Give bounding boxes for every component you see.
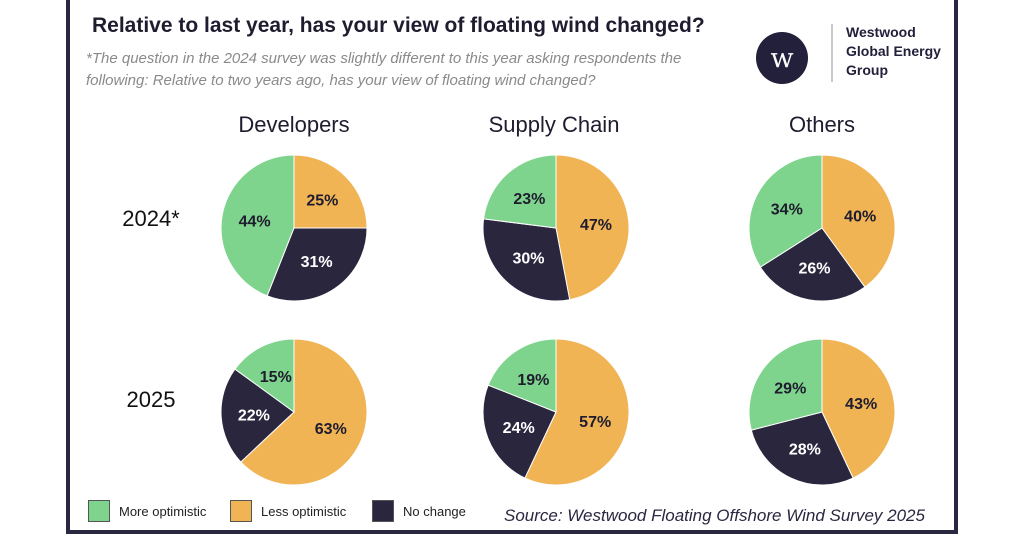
logo-text-line: Global Energy	[846, 43, 941, 59]
pie-label-more-optimistic: 15%	[260, 369, 292, 386]
pie-label-no-change: 24%	[503, 420, 535, 437]
column-header-developers: Developers	[238, 112, 350, 137]
pie-label-less-optimistic: 40%	[844, 209, 876, 226]
pie-label-more-optimistic: 23%	[513, 191, 545, 208]
pie-label-less-optimistic: 43%	[845, 396, 877, 413]
pie-slice-less-optimistic	[821, 338, 896, 479]
pie-label-less-optimistic: 57%	[579, 414, 611, 431]
pie-slice-more-optimistic	[748, 154, 823, 268]
pie-label-more-optimistic: 44%	[239, 214, 271, 231]
chart-subtitle: *The question in the 2024 survey was sli…	[86, 50, 682, 89]
legend-label: More optimistic	[119, 503, 207, 519]
pie-label-more-optimistic: 34%	[771, 202, 803, 219]
pie-label-no-change: 31%	[301, 254, 333, 271]
pie-slice-less-optimistic	[293, 154, 368, 229]
pie-slice-less-optimistic	[240, 338, 368, 486]
logo-text-line: Group	[846, 62, 888, 78]
pie-label-no-change: 22%	[238, 408, 270, 425]
legend-item-more-optimistic: More optimistic	[88, 499, 206, 523]
logo-text-line: Westwood	[846, 24, 916, 40]
pie-slice-no-change	[266, 227, 368, 302]
pie-slice-more-optimistic	[234, 338, 295, 413]
pie-label-less-optimistic: 63%	[315, 421, 347, 438]
pie-slice-no-change	[759, 227, 866, 302]
pie-charts: 25% 31% 44% 47% 30% 23% 40% 26% 34% 63% 22% 15% 57% 2…	[220, 154, 896, 486]
pie-slice-more-optimistic	[748, 338, 823, 431]
pie-slice-less-optimistic	[821, 154, 896, 288]
logo-divider	[831, 24, 833, 82]
source-note: Source: Westwood Floating Offshore Wind …	[504, 506, 925, 525]
pie-label-less-optimistic: 47%	[580, 217, 612, 234]
pie-slice-no-change	[482, 384, 557, 479]
infographic-frame: Relative to last year, has your view of …	[66, 0, 958, 534]
legend-label: Less optimistic	[261, 503, 347, 519]
pie-label-more-optimistic: 29%	[774, 380, 806, 397]
column-header-others: Others	[788, 112, 856, 137]
legend-item-less-optimistic: Less optimistic	[230, 499, 346, 523]
pie-slice-no-change	[482, 218, 571, 302]
pie-slice-more-optimistic	[483, 154, 557, 229]
pie-slice-less-optimistic	[524, 338, 630, 486]
pie-slice-more-optimistic	[487, 338, 557, 413]
legend-swatch-no-change	[372, 500, 394, 522]
chart-title: Relative to last year, has your view of …	[92, 14, 705, 37]
pie-label-no-change: 30%	[512, 250, 544, 267]
legend-label: No change	[403, 503, 466, 519]
row-label-2025: 2025	[126, 387, 176, 412]
pie-slice-no-change	[750, 411, 854, 486]
pie-label-no-change: 28%	[789, 441, 821, 458]
logo-text: Westwood Global Energy Group	[846, 23, 956, 80]
legend-item-no-change: No change	[372, 499, 466, 523]
westwood-logo-icon: w	[756, 32, 808, 84]
legend-swatch-more-optimistic	[88, 500, 110, 522]
legend-swatch-less-optimistic	[230, 500, 252, 522]
pie-label-less-optimistic: 25%	[306, 193, 338, 210]
pie-slice-less-optimistic	[555, 154, 630, 301]
pie-slice-no-change	[220, 368, 295, 463]
pie-label-no-change: 26%	[798, 260, 830, 277]
pie-slice-more-optimistic	[220, 154, 295, 297]
pie-label-more-optimistic: 19%	[517, 372, 549, 389]
column-header-supply-chain: Supply Chain	[488, 112, 620, 137]
row-label-2024: 2024*	[122, 206, 180, 231]
